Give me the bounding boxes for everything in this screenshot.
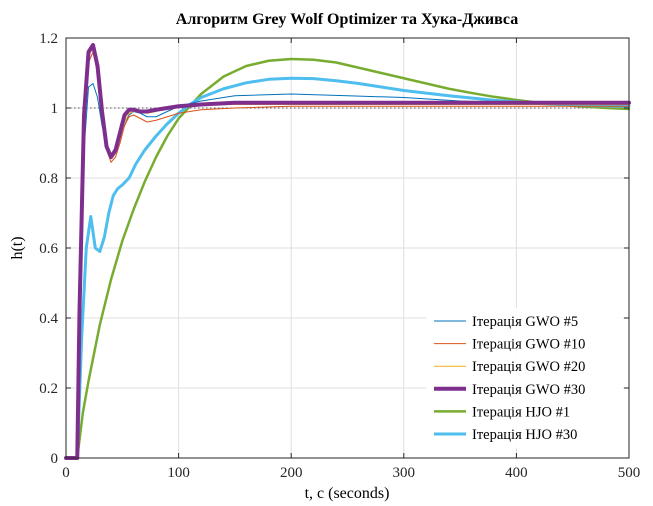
legend-label: Ітерація HJO #30 (472, 427, 577, 443)
series-line (64, 57, 631, 460)
ticks: 0 100 200 300 400 500 0 0.2 0.4 0.6 0.8 1 1.2 (39, 31, 640, 481)
legend-box (426, 308, 623, 448)
y-tick-label: 0.2 (39, 381, 58, 397)
chart-title: Алгоритм Grey Wolf Optimizer та Хука-Джи… (176, 11, 518, 28)
legend-label: Ітерація GWO #5 (472, 314, 578, 330)
y-axis-label: h(t) (9, 236, 26, 259)
legend-label: Ітерація GWO #20 (472, 359, 585, 375)
y-tick-label: 0 (51, 451, 59, 467)
series-line (65, 51, 630, 459)
x-tick-label: 300 (393, 465, 416, 481)
series-lines (64, 43, 631, 460)
x-tick-label: 400 (505, 465, 528, 481)
x-axis-label: t, c (seconds) (305, 485, 390, 502)
legend-label: Ітерація HJO #1 (472, 404, 570, 420)
x-tick-label: 200 (280, 465, 303, 481)
x-tick-label: 500 (618, 465, 641, 481)
y-tick-label: 0.8 (39, 171, 58, 187)
y-tick-label: 1 (51, 101, 59, 117)
y-tick-label: 0.6 (39, 241, 58, 257)
x-tick-label: 100 (167, 465, 190, 481)
legend-label: Ітерація GWO #10 (472, 337, 585, 353)
series-line (64, 76, 631, 460)
series-line (64, 43, 631, 460)
y-tick-label: 0.4 (39, 311, 58, 327)
legend-label: Ітерація GWO #30 (472, 382, 585, 398)
legend: Ітерація GWO #5 Ітерація GWO #10 Ітерація … (426, 308, 623, 448)
x-tick-label: 0 (62, 465, 70, 481)
y-tick-label: 1.2 (39, 31, 58, 47)
